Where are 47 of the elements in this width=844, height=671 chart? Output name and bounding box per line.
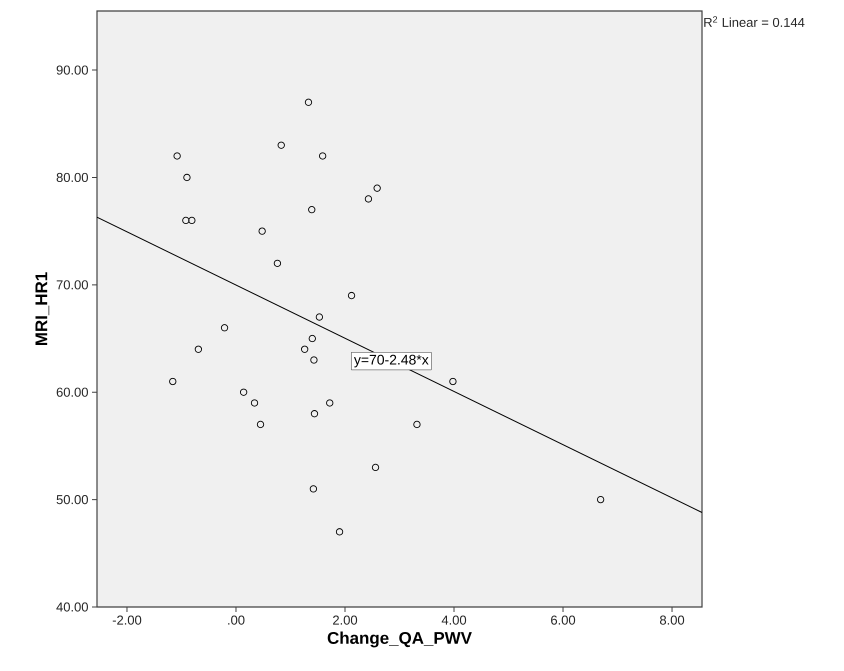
y-tick-label: 50.00	[56, 495, 88, 504]
point	[372, 464, 380, 472]
x-axis-title: Change_QA_PWV	[328, 632, 472, 648]
text: R$^{2}$ Linear = 0.144	[704, 16, 804, 27]
point	[348, 292, 356, 300]
point	[304, 98, 312, 106]
point	[182, 216, 190, 224]
point	[274, 260, 282, 268]
point	[326, 399, 334, 407]
point	[258, 227, 266, 235]
x-tick-label: 8.00	[660, 616, 684, 625]
point	[173, 152, 181, 160]
point	[250, 399, 258, 407]
point	[310, 485, 318, 493]
point	[374, 184, 381, 192]
y-tick-label: 90.00	[56, 65, 88, 75]
x-tick-label: 4.00	[442, 616, 466, 625]
point	[310, 410, 318, 418]
x-tick-label: 2.00	[333, 616, 358, 625]
point	[413, 420, 421, 428]
x-tick-label: -2.00	[112, 616, 142, 625]
x-tick-label: 6.00	[551, 616, 576, 625]
y-tick-label: 70.00	[56, 280, 88, 290]
point	[310, 356, 318, 364]
point	[449, 378, 457, 386]
point	[240, 388, 248, 396]
point	[183, 174, 191, 182]
y-tick-label: 60.00	[56, 388, 88, 397]
point	[364, 195, 372, 203]
point	[301, 346, 308, 353]
point	[188, 216, 196, 224]
y-tick-label: 40.00	[56, 602, 88, 612]
annotation: y=70-2.48*x	[354, 354, 429, 368]
point	[319, 152, 326, 160]
point	[336, 528, 344, 536]
point	[308, 334, 316, 342]
point	[316, 313, 324, 321]
y-tick-label: 80.00	[56, 172, 88, 182]
point	[256, 420, 264, 428]
point	[278, 142, 285, 149]
x-tick-label: .00	[228, 616, 244, 625]
point	[308, 206, 316, 214]
point	[220, 324, 228, 332]
y-axis-title: MRI_HR1	[36, 272, 50, 346]
point	[596, 496, 604, 504]
point	[169, 378, 176, 386]
point	[194, 346, 202, 353]
